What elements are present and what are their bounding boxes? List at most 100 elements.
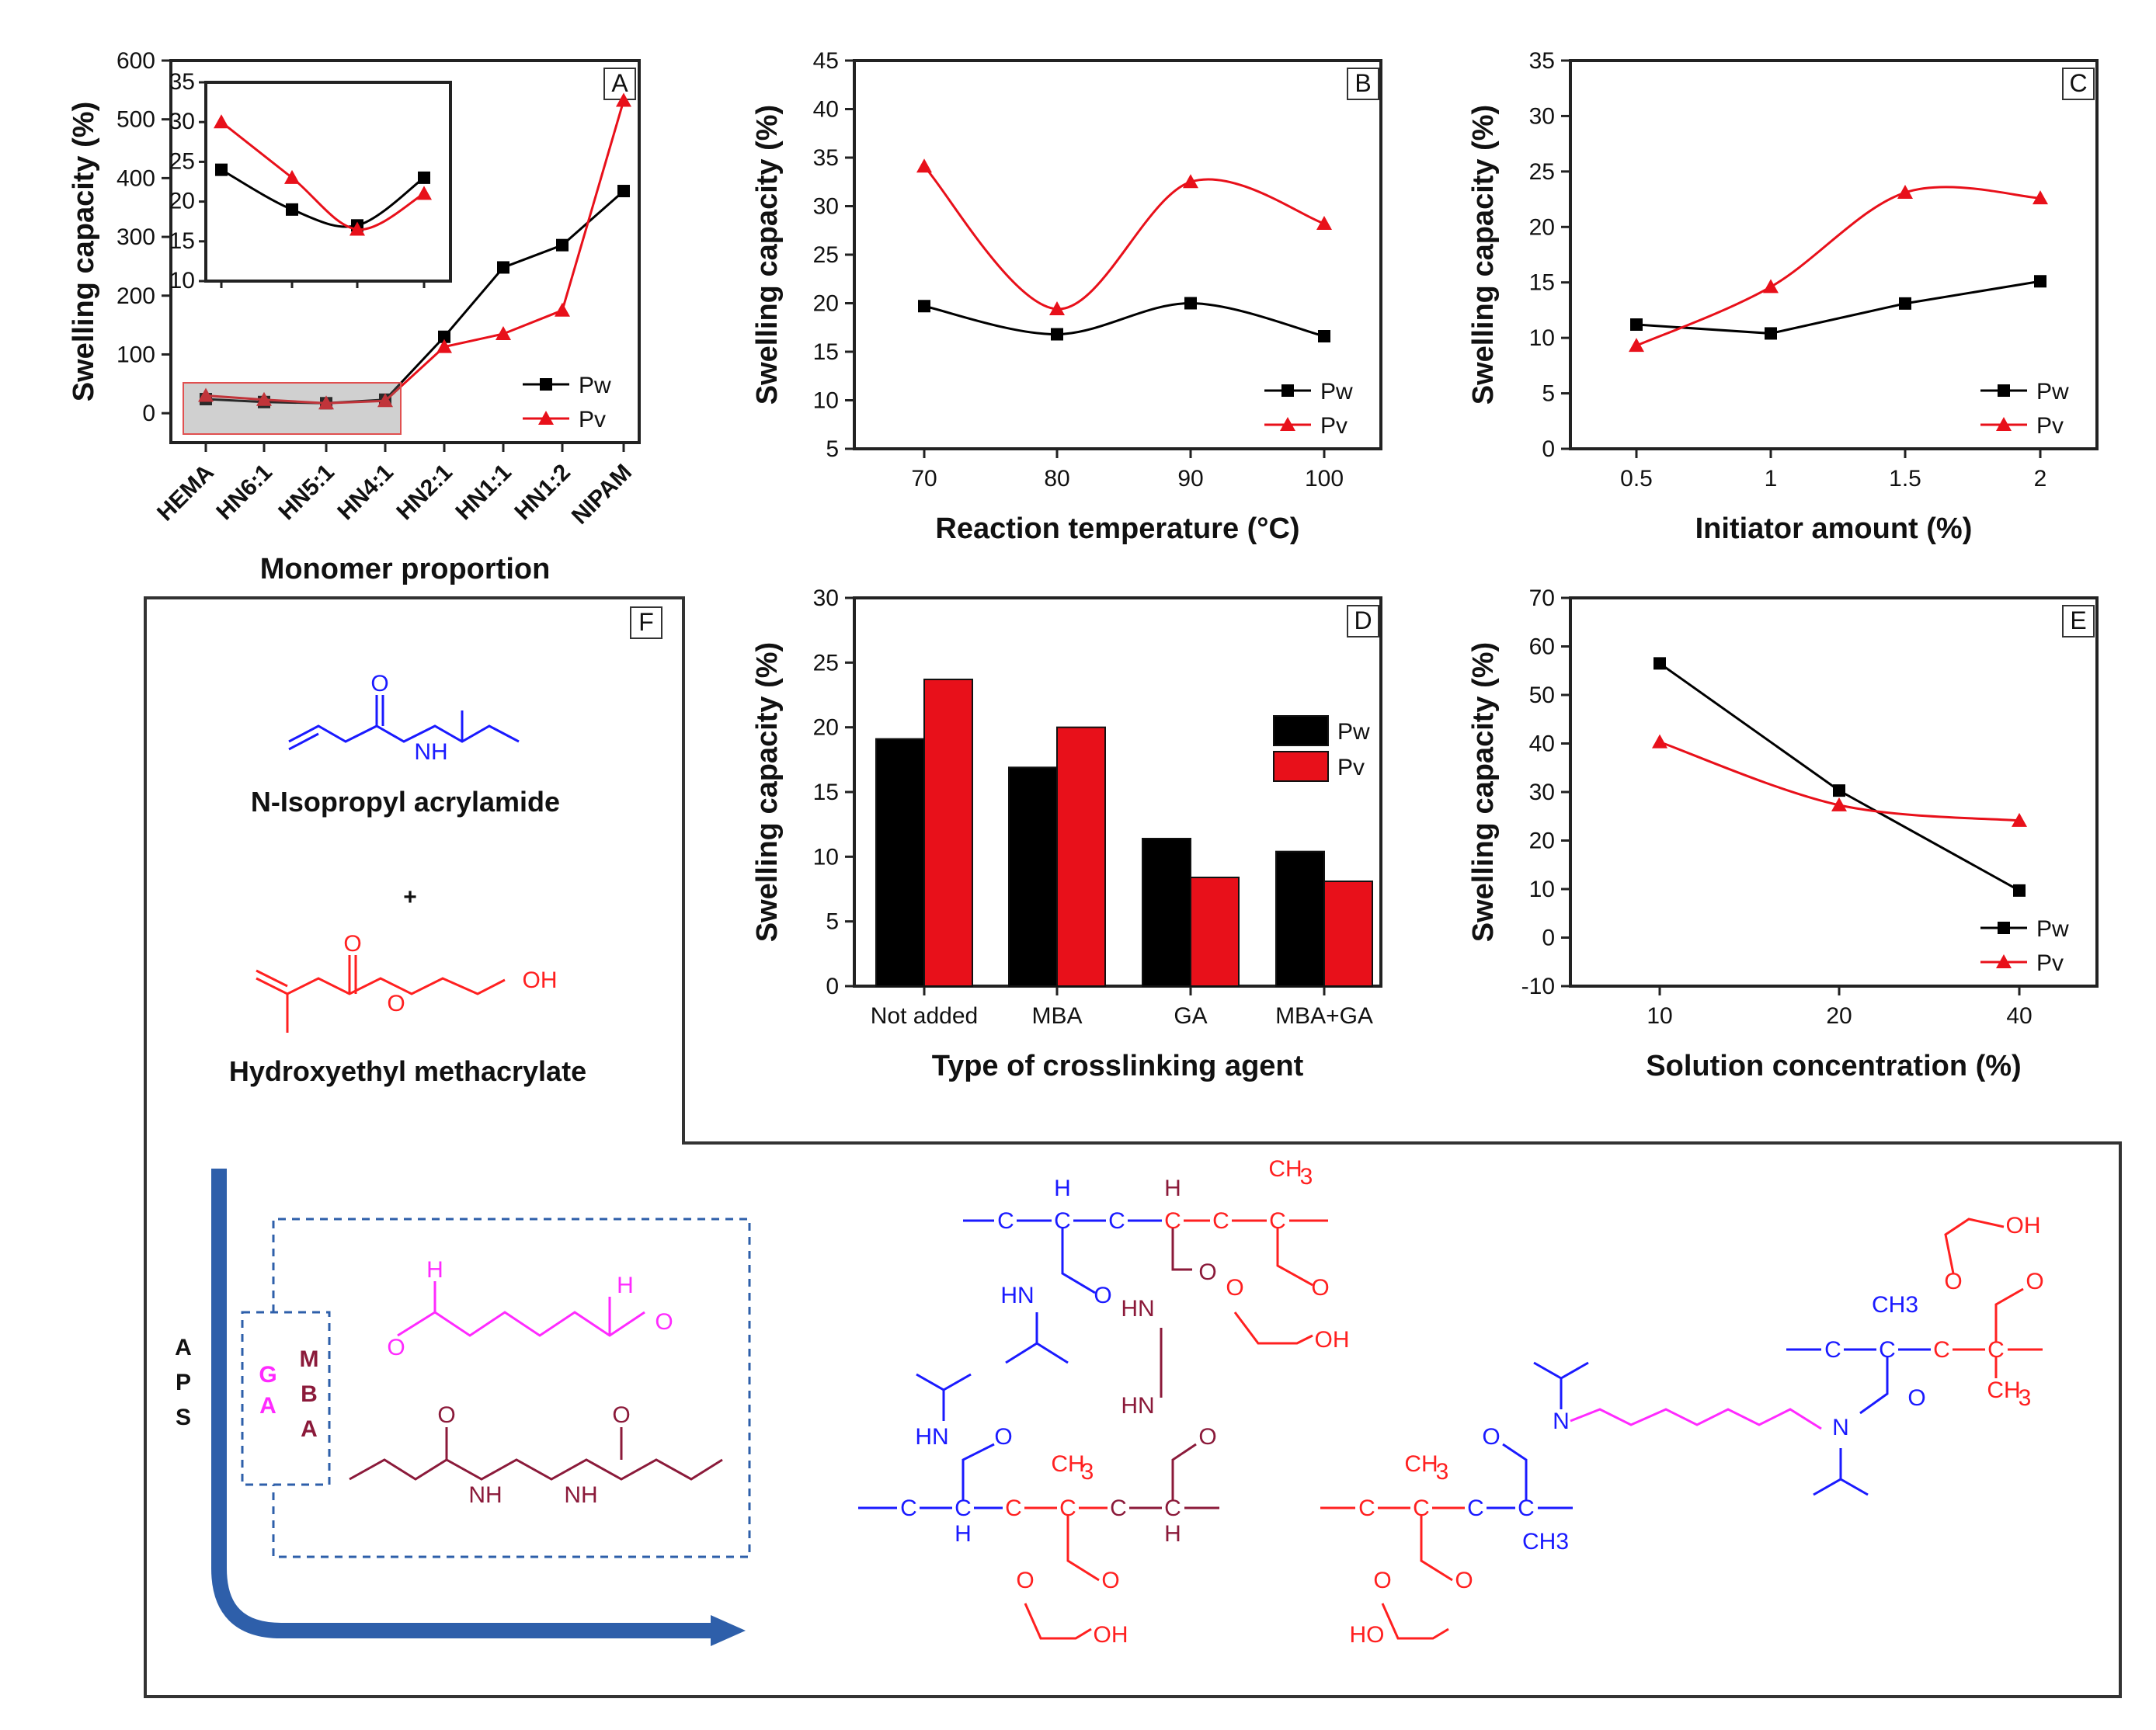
right-isopropyl-1b bbox=[1560, 1361, 1589, 1380]
point-pw bbox=[1318, 330, 1330, 342]
bar-pv bbox=[1056, 726, 1106, 988]
plot-frame-C bbox=[1569, 59, 2099, 450]
inset-point-pw bbox=[418, 171, 430, 184]
point-pv bbox=[2012, 812, 2027, 827]
right-top-chain-carbon: C bbox=[1987, 1337, 2005, 1363]
point-pv bbox=[377, 393, 393, 408]
right-methyl-sub: 3 bbox=[1436, 1459, 1449, 1485]
x-tick-label: 1 bbox=[1765, 466, 1778, 492]
series-line-pv bbox=[205, 100, 625, 405]
legend-swatch-pw bbox=[1273, 715, 1329, 746]
plot-frame-A bbox=[169, 59, 641, 444]
y-tick-label: 35 bbox=[1529, 48, 1555, 74]
ga-o-left: O bbox=[387, 1335, 405, 1360]
point-pw bbox=[1654, 657, 1666, 670]
point-pv bbox=[256, 391, 272, 406]
y-tick-label: 5 bbox=[826, 909, 839, 935]
bar-pw bbox=[875, 738, 925, 988]
point-pw bbox=[1051, 328, 1063, 341]
bot-chain-carbon: C bbox=[1005, 1496, 1022, 1521]
right-bot-chain-carbon: C bbox=[1467, 1496, 1484, 1521]
y-tick-label: 600 bbox=[116, 48, 155, 74]
mba-link-o: O bbox=[1198, 1259, 1216, 1285]
mba-nh-left: NH bbox=[468, 1482, 502, 1508]
aps-arrow bbox=[211, 1169, 715, 1638]
plus-sign: + bbox=[403, 884, 417, 910]
inset-y-tick-label: 30 bbox=[169, 109, 195, 134]
y-tick-label: 200 bbox=[116, 283, 155, 309]
ester-1-oh: OH bbox=[1315, 1327, 1350, 1353]
point-pw bbox=[497, 261, 509, 274]
y-tick-label: 500 bbox=[116, 107, 155, 133]
ester-2-oh: OH bbox=[1094, 1622, 1128, 1648]
right-top-chain-carbon: C bbox=[1824, 1337, 1841, 1363]
y-tick-label: 45 bbox=[813, 48, 839, 74]
amide-bond-2 bbox=[962, 1443, 995, 1500]
bot-chain-carbon: C bbox=[1110, 1496, 1127, 1521]
y-tick-label: 5 bbox=[1542, 381, 1555, 407]
inset-point-pv bbox=[416, 186, 432, 200]
ester-2-chain bbox=[1024, 1603, 1092, 1640]
inset-series-line-pw bbox=[221, 168, 425, 228]
nipam-nh: NH bbox=[414, 739, 447, 765]
inset-y-tick-label: 25 bbox=[169, 148, 195, 174]
x-tick-label: 80 bbox=[1044, 466, 1069, 492]
y-tick-label: 15 bbox=[813, 339, 839, 365]
y-tick-label: 30 bbox=[1529, 103, 1555, 129]
y-tick-label: 15 bbox=[1529, 270, 1555, 296]
y-tick-label: 25 bbox=[1529, 159, 1555, 185]
point-pv bbox=[2033, 190, 2048, 205]
point-pv bbox=[1763, 279, 1779, 294]
mba-link-hn-2: HN bbox=[1121, 1393, 1154, 1419]
x-tick-label: 90 bbox=[1177, 466, 1203, 492]
ga-mba-dashed-box bbox=[241, 1311, 331, 1486]
y-tick-label: 50 bbox=[1529, 683, 1555, 708]
bar-pw bbox=[1275, 850, 1325, 987]
inset-point-pv bbox=[214, 114, 229, 129]
right-amide-o: O bbox=[1482, 1424, 1500, 1450]
x-tick-label: NIPAM bbox=[567, 460, 637, 530]
right-top-oh: OH bbox=[2006, 1213, 2041, 1238]
point-pv bbox=[318, 395, 334, 410]
y-tick-label: 0 bbox=[826, 974, 839, 999]
y-tick-label: 20 bbox=[1529, 829, 1555, 854]
right-methyl: CH bbox=[1404, 1451, 1438, 1477]
y-axis-label-D: Swelling capacity (%) bbox=[751, 642, 784, 942]
right-top-chain-carbon: C bbox=[1879, 1337, 1896, 1363]
x-axis-label-E: Solution concentration (%) bbox=[1646, 1050, 2021, 1082]
inset-highlight-region bbox=[183, 382, 402, 435]
x-tick-label: HN2:1 bbox=[391, 460, 457, 526]
legend-label-pw: Pw bbox=[579, 373, 611, 398]
amide-o-1: O bbox=[1094, 1283, 1111, 1308]
mba-nh-right: NH bbox=[564, 1482, 597, 1508]
inset-series-line-pv bbox=[221, 121, 425, 231]
x-tick-label: 0.5 bbox=[1620, 466, 1653, 492]
y-tick-label: 25 bbox=[813, 242, 839, 268]
x-tick-label: 40 bbox=[2006, 1003, 2032, 1029]
top-chain-carbon: C bbox=[1269, 1208, 1286, 1234]
point-pw bbox=[2034, 275, 2046, 288]
y-tick-label: 0 bbox=[1542, 926, 1555, 951]
series-line-pw bbox=[205, 189, 624, 405]
inset-y-tick-label: 10 bbox=[169, 268, 195, 294]
right-top-ester-o: O bbox=[2026, 1269, 2043, 1294]
right-top-amide bbox=[1859, 1357, 1889, 1415]
x-tick-label: 100 bbox=[1305, 466, 1344, 492]
point-pv bbox=[916, 158, 932, 173]
nipam-oxygen: O bbox=[370, 671, 388, 697]
point-pv bbox=[1831, 797, 1847, 811]
point-pw bbox=[617, 185, 630, 198]
legend-label-pv: Pv bbox=[1320, 413, 1348, 439]
y-axis-label-E: Swelling capacity (%) bbox=[1467, 642, 1500, 942]
legend-marker-pw bbox=[1998, 384, 2010, 397]
right-top-methyl-sub: 3 bbox=[2019, 1385, 2032, 1411]
aps-letter: A bbox=[175, 1335, 192, 1360]
top-chain-carbon: C bbox=[1212, 1208, 1229, 1234]
bar-pw bbox=[1008, 766, 1058, 987]
x-tick-label: HN6:1 bbox=[211, 460, 277, 526]
x-axis-label-A: Monomer proportion bbox=[260, 553, 551, 585]
bot-chain-carbon: C bbox=[1164, 1496, 1181, 1521]
panel-label-box-F bbox=[630, 606, 662, 639]
bot-h-2: H bbox=[1164, 1521, 1181, 1547]
legend-marker-pv bbox=[1280, 417, 1295, 431]
